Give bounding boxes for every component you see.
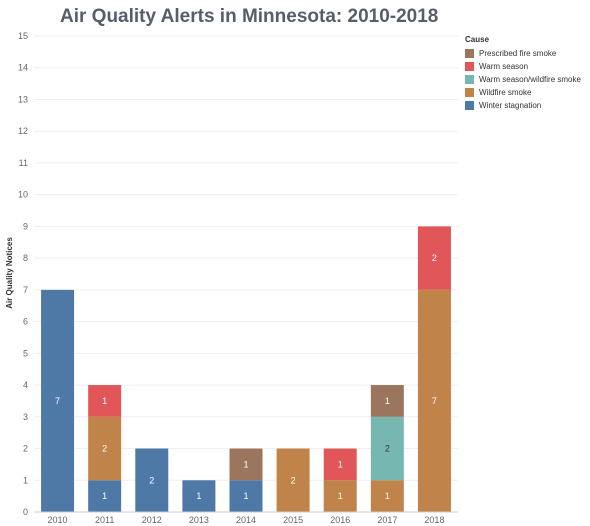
bar-segment-prescribed-fire-smoke-2014	[229, 448, 263, 481]
y-tick-label: 9	[23, 221, 28, 231]
y-tick-label: 7	[23, 285, 28, 295]
legend-swatch	[465, 49, 474, 58]
x-tick-label: 2017	[377, 515, 397, 525]
bar-data-label: 1	[338, 459, 343, 469]
x-tick-label: 2010	[48, 515, 68, 525]
bar-segment-wildfire-smoke-2011	[88, 416, 122, 481]
bar-segment-wildfire-smoke-2018	[417, 289, 451, 512]
legend-item[interactable]: Warm season	[465, 60, 581, 73]
bar-data-label: 1	[196, 491, 201, 501]
legend-swatch	[465, 75, 474, 84]
y-tick-label: 5	[23, 348, 28, 358]
x-tick-label: 2015	[283, 515, 303, 525]
x-tick-label: 2018	[424, 515, 444, 525]
legend-swatch	[465, 62, 474, 71]
y-tick-label: 13	[18, 94, 28, 104]
bar-segment-winter-stagnation-2010	[41, 289, 75, 512]
bar-segment-winter-stagnation-2011	[88, 480, 122, 512]
bar-data-label: 1	[243, 491, 248, 501]
bar-segment-wildfire-smoke-2017	[370, 480, 404, 512]
y-tick-label: 2	[23, 444, 28, 454]
bar-data-label: 1	[385, 396, 390, 406]
legend-item[interactable]: Warm season/wildfire smoke	[465, 73, 581, 86]
legend-swatch	[465, 88, 474, 97]
legend-label: Prescribed fire smoke	[479, 49, 557, 58]
bar-data-label: 7	[55, 396, 60, 406]
legend-label: Winter stagnation	[479, 101, 542, 110]
bar-data-label: 2	[102, 444, 107, 454]
bar-data-label: 1	[385, 491, 390, 501]
y-tick-label: 8	[23, 253, 28, 263]
legend-label: Warm season/wildfire smoke	[479, 75, 581, 84]
y-tick-label: 12	[18, 126, 28, 136]
bar-segment-warm-season-2011	[88, 385, 122, 417]
bar-segment-warm-season-2016	[323, 448, 357, 481]
y-tick-label: 10	[18, 190, 28, 200]
x-tick-label: 2016	[330, 515, 350, 525]
bar-segment-wildfire-smoke-2015	[276, 448, 310, 512]
bar-segment-prescribed-fire-smoke-2017	[370, 385, 404, 417]
legend-items: Prescribed fire smoke Warm season Warm sea…	[465, 47, 581, 112]
legend-item[interactable]: Wildfire smoke	[465, 86, 581, 99]
bar-segment-wildfire-smoke-2016	[323, 480, 357, 512]
bar-data-label: 7	[432, 396, 437, 406]
bar-data-label: 1	[338, 491, 343, 501]
legend-item[interactable]: Winter stagnation	[465, 99, 581, 112]
bar-data-label: 2	[432, 253, 437, 263]
y-tick-label: 0	[23, 507, 28, 517]
bar-data-label: 2	[385, 444, 390, 454]
bar-segment-warm-season-wildfire-smoke-2017	[370, 416, 404, 481]
y-tick-label: 1	[23, 475, 28, 485]
bar-segment-winter-stagnation-2013	[182, 480, 216, 512]
y-tick-label: 4	[23, 380, 28, 390]
bar-data-label: 1	[102, 396, 107, 406]
legend: Cause Prescribed fire smoke Warm season Wa…	[465, 35, 581, 112]
x-tick-label: 2011	[95, 515, 114, 525]
bar-segment-winter-stagnation-2014	[229, 480, 263, 512]
bar-data-label: 2	[291, 475, 296, 485]
x-tick-label: 2012	[142, 515, 162, 525]
y-tick-label: 15	[18, 31, 28, 41]
bar-data-label: 1	[243, 459, 248, 469]
bar-data-label: 2	[149, 475, 154, 485]
legend-item[interactable]: Prescribed fire smoke	[465, 47, 581, 60]
y-axis-title: Air Quality Notices	[5, 237, 14, 309]
chart-title: Air Quality Alerts in Minnesota: 2010-20…	[60, 6, 439, 27]
y-tick-label: 3	[23, 412, 28, 422]
bar-segment-winter-stagnation-2012	[135, 448, 169, 512]
y-tick-label: 14	[18, 63, 28, 73]
legend-swatch	[465, 101, 474, 110]
x-tick-label: 2014	[236, 515, 256, 525]
legend-label: Wildfire smoke	[479, 88, 532, 97]
y-tick-label: 11	[19, 158, 28, 168]
x-tick-label: 2013	[189, 515, 209, 525]
legend-title: Cause	[465, 35, 490, 44]
y-tick-label: 6	[23, 317, 28, 327]
legend-label: Warm season	[479, 62, 529, 71]
bar-data-label: 1	[102, 491, 107, 501]
bar-segment-warm-season-2018	[417, 226, 451, 290]
